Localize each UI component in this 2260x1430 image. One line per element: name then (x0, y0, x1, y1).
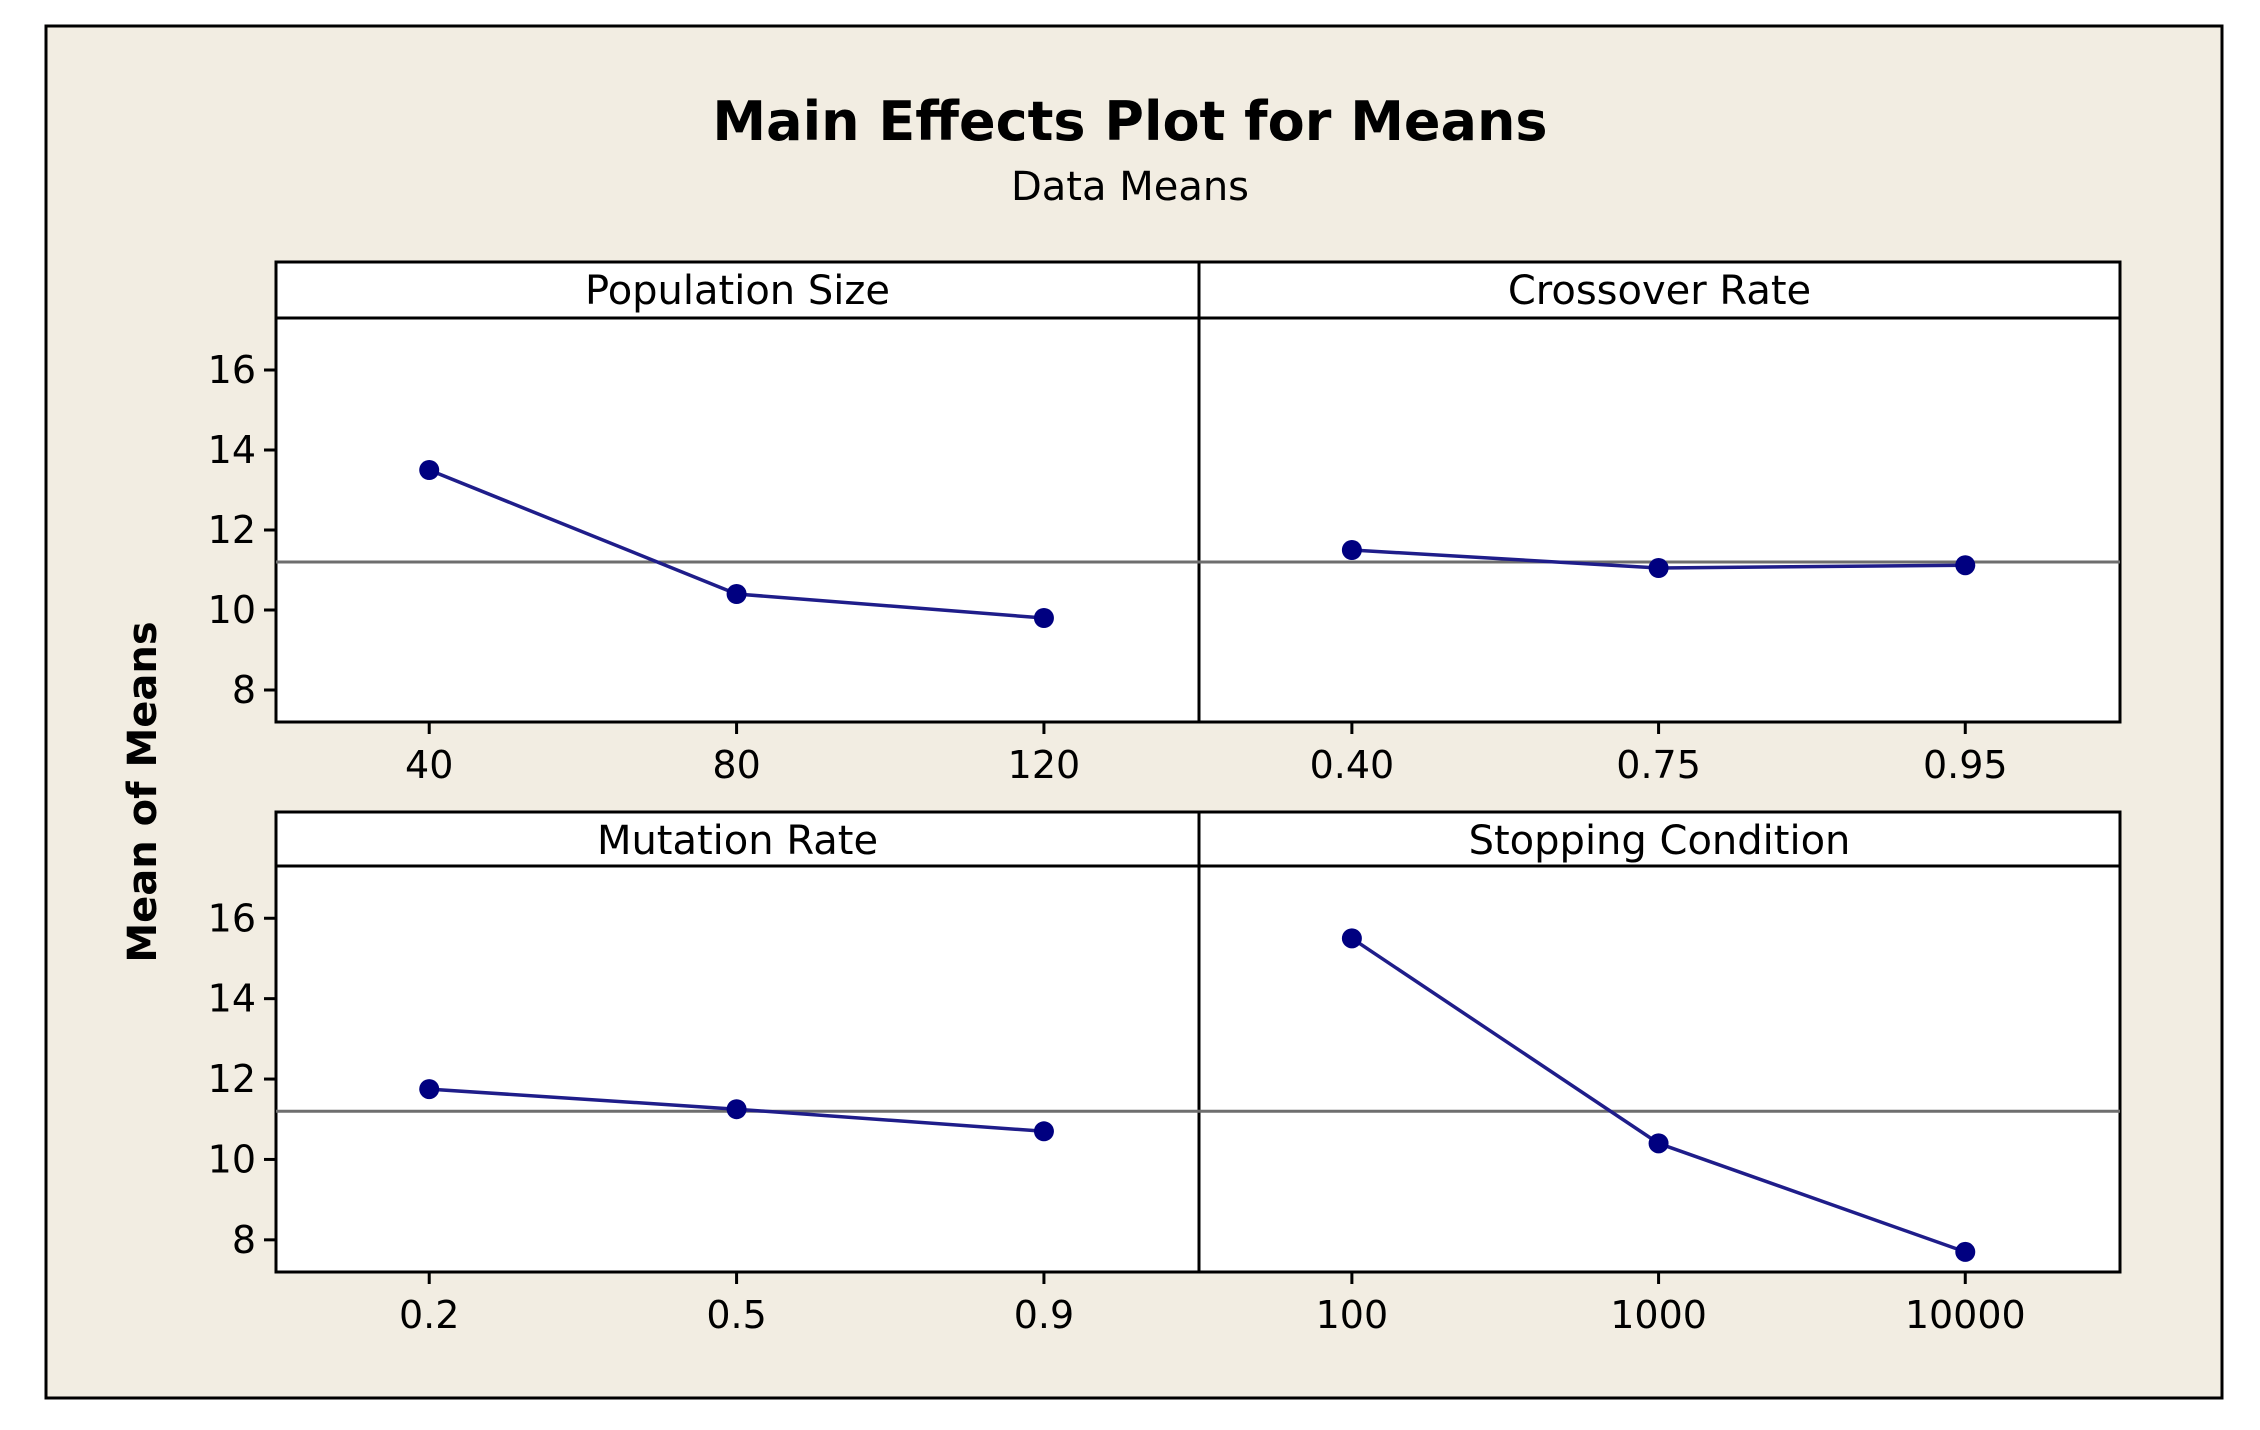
panels-layer: 8 10 12 14 16 Population Size 40 80 120 Crossover… (208, 260, 2122, 1337)
y-tick-label: 16 (208, 348, 256, 392)
x-tick-label: 0.95 (1923, 743, 2008, 787)
data-point (1955, 1241, 1976, 1262)
chart-subtitle: Data Means (1011, 164, 1249, 210)
y-tick-label: 10 (208, 1137, 256, 1181)
y-axis-label: Mean of Means (120, 621, 166, 962)
data-point (1033, 1121, 1054, 1142)
y-tick-label: 8 (232, 668, 256, 712)
data-point (1648, 1133, 1669, 1154)
y-tick-label: 10 (208, 588, 256, 632)
data-point (419, 1079, 440, 1100)
x-tick-label: 1000 (1610, 1293, 1707, 1337)
panel-label: Crossover Rate (1508, 268, 1811, 314)
y-tick-label: 16 (208, 896, 256, 940)
y-tick-label: 12 (208, 508, 256, 552)
data-point (1955, 555, 1976, 576)
x-tick-label: 0.75 (1616, 743, 1701, 787)
x-tick-label: 100 (1316, 1293, 1389, 1337)
panel-label: Mutation Rate (597, 818, 878, 864)
x-tick-label: 80 (712, 743, 760, 787)
y-tick-label: 14 (208, 977, 256, 1021)
y-tick-label: 14 (208, 428, 256, 472)
x-tick-label: 40 (405, 743, 453, 787)
panel-label: Stopping Condition (1469, 818, 1851, 864)
data-point (1648, 558, 1669, 578)
x-tick-label: 0.9 (1014, 1293, 1074, 1337)
x-tick-label: 120 (1008, 743, 1081, 787)
x-tick-label: 0.2 (399, 1293, 459, 1337)
data-point (726, 1099, 747, 1120)
chart-title: Main Effects Plot for Means (712, 90, 1547, 153)
data-point (1341, 540, 1362, 560)
data-point (419, 460, 440, 480)
x-tick-label: 0.40 (1310, 743, 1395, 787)
x-tick-label: 0.5 (706, 1293, 766, 1337)
data-point (1033, 608, 1054, 628)
panel-label: Population Size (585, 268, 890, 314)
y-tick-label: 8 (232, 1218, 256, 1262)
y-tick-label: 12 (208, 1057, 256, 1101)
data-point (726, 584, 747, 604)
data-point (1341, 928, 1362, 949)
x-tick-label: 10000 (1905, 1293, 2026, 1337)
